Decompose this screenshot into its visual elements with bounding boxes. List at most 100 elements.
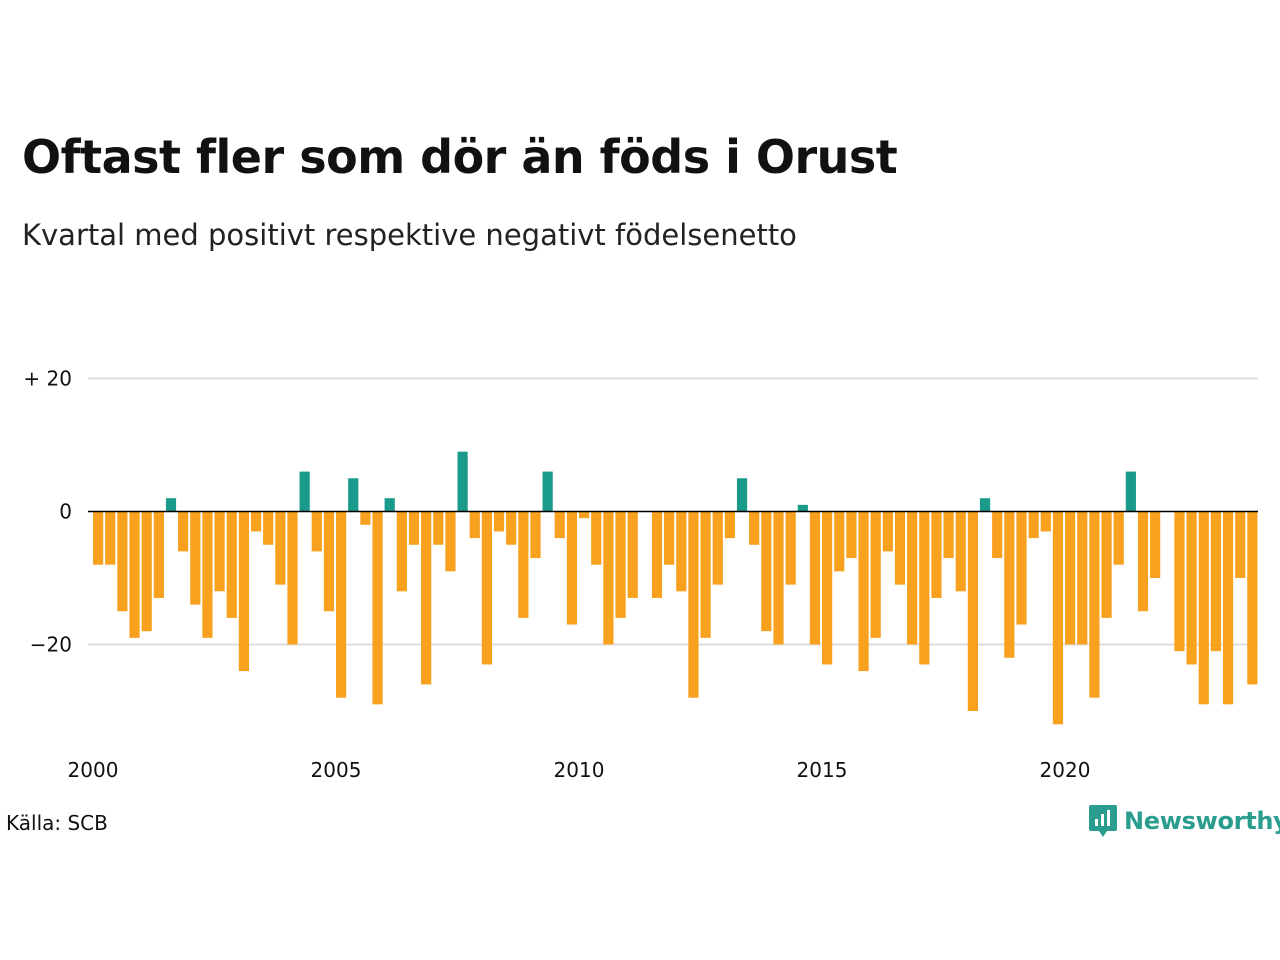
- bars: 2000K1: -82000K2: -82000K3: -152000K4: -…: [93, 451, 1258, 725]
- bar: 2015K3: -7: [846, 511, 857, 559]
- bar: 2015K1: -23: [822, 511, 833, 665]
- bar: 2023K3: -10: [1235, 511, 1246, 578]
- y-axis-ticks: + 20 0 −20: [23, 367, 72, 657]
- bar: 2019K1: -17: [1016, 511, 1027, 625]
- x-tick-label: 2005: [311, 758, 362, 782]
- source-note: Källa: SCB: [6, 811, 108, 835]
- bar: 2023K1: -21: [1210, 511, 1221, 652]
- bar: 2012K3: -19: [700, 511, 711, 638]
- x-tick-label: 2000: [68, 758, 119, 782]
- bar: 2002K4: -16: [226, 511, 237, 618]
- bar: 2017K1: -23: [919, 511, 930, 665]
- bar: 2006K1: 2: [384, 498, 395, 512]
- bar: 2018K1: -30: [967, 511, 978, 711]
- bar: 2007K2: -9: [445, 511, 456, 572]
- bar: 2010K3: -20: [603, 511, 614, 645]
- chart-title: Oftast fler som dör än föds i Orust: [22, 130, 898, 184]
- bar: 2023K4: -26: [1247, 511, 1258, 685]
- bar: 2021K2: 6: [1125, 471, 1136, 512]
- bar: 2015K2: -9: [834, 511, 845, 572]
- bar: 2008K2: -3: [493, 511, 505, 532]
- bar: 2007K4: -4: [469, 511, 480, 539]
- bar: 2005K4: -29: [372, 511, 383, 705]
- y-tick-label: 0: [59, 500, 72, 524]
- bar: 2020K4: -16: [1101, 511, 1112, 618]
- bar: 2002K3: -12: [214, 511, 225, 592]
- bar: 2019K3: -3: [1040, 511, 1051, 532]
- bar: 2016K1: -19: [870, 511, 881, 638]
- bar: 2018K2: 2: [979, 498, 991, 512]
- bar: 2009K1: -7: [530, 511, 541, 559]
- bar: 2004K1: -20: [287, 511, 298, 645]
- bar: 2000K2: -8: [105, 511, 116, 565]
- bar: 2001K2: -13: [153, 511, 164, 598]
- bar: 2002K2: -19: [202, 511, 213, 638]
- bar: 2008K1: -23: [481, 511, 492, 665]
- bar: 2007K3: 9: [457, 451, 468, 512]
- brand-name: Newsworthy: [1124, 807, 1280, 835]
- bar: 2001K1: -18: [141, 511, 152, 632]
- bar: 2020K1: -20: [1065, 511, 1076, 645]
- bar: 2004K2: 6: [299, 471, 310, 512]
- x-axis-ticks: 2000 2005 2010 2015 2020: [68, 758, 1091, 782]
- bar: 2014K2: -11: [785, 511, 796, 585]
- bar: 2020K2: -20: [1077, 511, 1088, 645]
- bar: 2004K4: -15: [323, 511, 335, 612]
- bar: 2008K3: -5: [506, 511, 517, 545]
- bar: 2015K4: -24: [858, 511, 869, 672]
- bar: 2001K4: -6: [178, 511, 189, 552]
- bar: 2013K2: 5: [736, 478, 748, 512]
- x-tick-label: 2015: [797, 758, 848, 782]
- brand-logo: Newsworthy: [1088, 803, 1280, 839]
- bar: 2013K3: -5: [749, 511, 760, 545]
- bar: 2017K2: -13: [931, 511, 942, 598]
- bar: 2021K4: -10: [1150, 511, 1161, 578]
- bar: 2020K3: -28: [1089, 511, 1100, 698]
- chart-subtitle: Kvartal med positivt respektive negativt…: [22, 218, 797, 252]
- bar: 2005K1: -28: [336, 511, 347, 698]
- bar: 2011K1: -13: [627, 511, 638, 598]
- bar: 2014K4: -20: [809, 511, 821, 645]
- bar: 2009K3: -4: [554, 511, 565, 539]
- bar: 2012K4: -11: [712, 511, 723, 585]
- bar: 2013K1: -4: [724, 511, 735, 539]
- bar: 2012K1: -12: [676, 511, 687, 592]
- bar: 2019K2: -4: [1028, 511, 1039, 539]
- bar: 2003K2: -3: [250, 511, 262, 532]
- x-tick-label: 2020: [1040, 758, 1091, 782]
- bar: 2014K3: 1: [797, 504, 808, 512]
- bar: 2000K4: -19: [129, 511, 140, 638]
- bar: 2006K4: -26: [421, 511, 432, 685]
- bar: 2016K4: -20: [907, 511, 918, 645]
- bar: 2016K2: -6: [882, 511, 893, 552]
- bar: 2007K1: -5: [433, 511, 444, 545]
- bar: 2009K2: 6: [542, 471, 553, 512]
- bar: 2021K1: -8: [1113, 511, 1124, 565]
- y-tick-label: −20: [30, 633, 72, 657]
- bar: 2006K3: -5: [408, 511, 420, 545]
- bar: 2001K3: 2: [165, 498, 177, 512]
- bar: 2013K4: -18: [761, 511, 772, 632]
- bar: 2005K3: -2: [360, 511, 371, 525]
- bar: 2004K3: -6: [311, 511, 322, 552]
- bar: 2006K2: -12: [396, 511, 407, 592]
- bar: 2008K4: -16: [518, 511, 529, 618]
- bar: 2000K1: -8: [93, 511, 104, 565]
- bar: 2014K1: -20: [773, 511, 784, 645]
- bar: 2002K1: -14: [190, 511, 201, 605]
- y-tick-label: + 20: [23, 367, 72, 391]
- newsworthy-logo-icon: [1089, 805, 1117, 837]
- bar: 2018K3: -7: [992, 511, 1003, 559]
- bar: 2018K4: -22: [1004, 511, 1015, 658]
- bar: 2017K4: -12: [955, 511, 966, 592]
- bar: 2005K2: 5: [348, 478, 359, 512]
- bar: 2003K4: -11: [275, 511, 286, 585]
- bar: 2019K4: -32: [1052, 511, 1064, 725]
- bar: 2009K4: -17: [566, 511, 578, 625]
- bar: 2011K4: -8: [664, 511, 675, 565]
- bar: 2010K4: -16: [615, 511, 626, 618]
- bar: 2021K3: -15: [1137, 511, 1149, 612]
- bar: 2010K1: -1: [579, 511, 590, 519]
- bar: 2011K3: -13: [651, 511, 663, 598]
